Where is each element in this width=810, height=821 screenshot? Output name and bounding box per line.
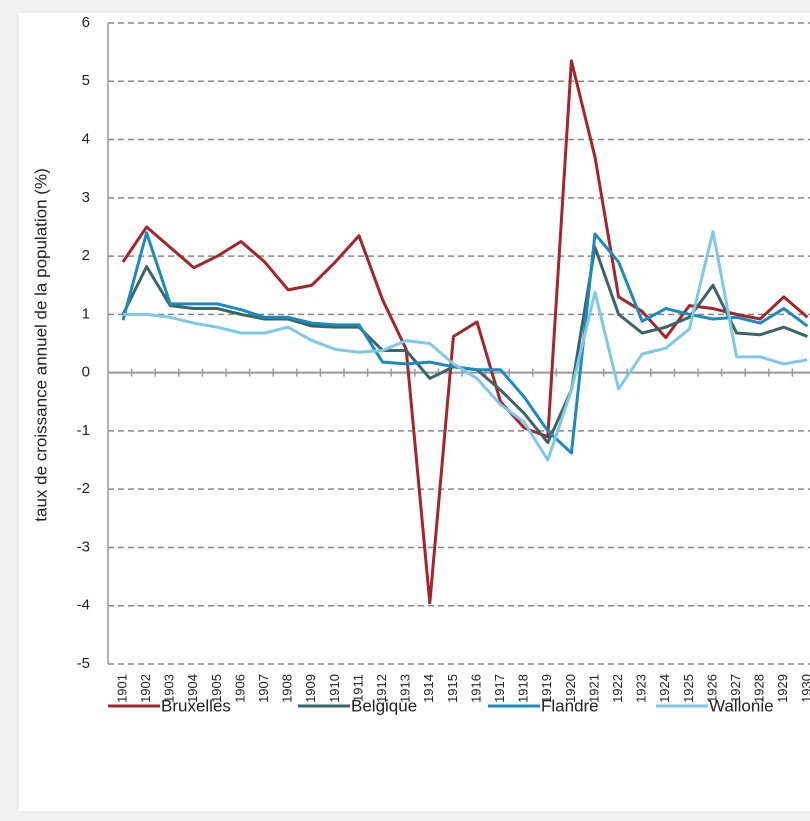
y-tick-label: 1 <box>82 305 90 322</box>
x-tick-label: 1907 <box>256 674 271 703</box>
x-tick-label: 1924 <box>657 674 672 703</box>
y-tick-label: 3 <box>82 189 90 206</box>
x-tick-label: 1908 <box>280 674 295 703</box>
x-tick-label: 1919 <box>539 674 554 703</box>
x-tick-label: 1926 <box>704 674 719 703</box>
x-tick-label: 1922 <box>610 674 625 703</box>
x-tick-label: 1916 <box>468 674 483 703</box>
x-tick-label: 1913 <box>398 674 413 703</box>
legend-label: Bruxelles <box>161 696 231 715</box>
x-tick-label: 1917 <box>492 674 507 703</box>
x-tick-label: 1925 <box>681 674 696 703</box>
y-tick-label: -4 <box>77 597 90 614</box>
y-tick-label: 0 <box>82 364 90 381</box>
x-tick-label: 1930 <box>799 674 810 703</box>
y-tick-label: 6 <box>82 14 90 31</box>
y-tick-label: -3 <box>77 538 90 555</box>
x-tick-label: 1927 <box>728 674 743 703</box>
x-tick-label: 1921 <box>586 674 601 703</box>
x-tick-label: 1920 <box>563 674 578 703</box>
legend-label: Belgique <box>351 696 417 715</box>
legend-label: Flandre <box>541 696 599 715</box>
x-tick-label: 1915 <box>445 674 460 703</box>
y-tick-label: -5 <box>77 655 90 672</box>
y-tick-label: 2 <box>82 247 90 264</box>
x-tick-label: 1914 <box>421 674 436 703</box>
x-tick-label: 1928 <box>752 674 767 703</box>
x-tick-label: 1912 <box>374 674 389 703</box>
x-tick-label: 1918 <box>516 674 531 703</box>
series-line <box>123 230 808 462</box>
x-tick-label: 1902 <box>138 674 153 703</box>
x-tick-label: 1911 <box>350 674 365 702</box>
x-tick-label: 1901 <box>114 674 129 703</box>
x-tick-label: 1929 <box>775 674 790 703</box>
x-tick-label: 1903 <box>162 674 177 703</box>
x-tick-label: 1905 <box>209 674 224 703</box>
panel <box>17 11 810 813</box>
y-tick-label: 5 <box>82 72 90 89</box>
x-tick-label: 1909 <box>303 674 318 703</box>
x-tick-label: 1923 <box>634 674 649 703</box>
y-axis-label: taux de croissance annuel de la populati… <box>31 168 50 521</box>
x-tick-label: 1904 <box>185 674 200 703</box>
series-line <box>121 59 809 605</box>
legend-label: Wallonie <box>709 696 774 715</box>
y-tick-label: 4 <box>82 131 90 148</box>
y-tick-label: -1 <box>77 422 90 439</box>
x-tick-label: 1906 <box>232 674 247 703</box>
y-tick-label: -2 <box>77 480 90 497</box>
x-tick-label: 1910 <box>327 674 342 703</box>
